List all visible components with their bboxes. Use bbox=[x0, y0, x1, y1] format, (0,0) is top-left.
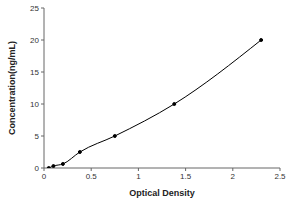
svg-text:25: 25 bbox=[30, 4, 39, 13]
svg-text:Concentration(ng/mL): Concentration(ng/mL) bbox=[8, 41, 17, 135]
svg-text:0: 0 bbox=[42, 172, 47, 181]
svg-text:5: 5 bbox=[35, 132, 40, 141]
svg-text:Optical Density: Optical Density bbox=[129, 188, 195, 198]
svg-text:1: 1 bbox=[136, 172, 141, 181]
svg-text:15: 15 bbox=[30, 68, 39, 77]
svg-text:2: 2 bbox=[231, 172, 236, 181]
svg-text:1.5: 1.5 bbox=[180, 172, 192, 181]
svg-text:10: 10 bbox=[30, 100, 39, 109]
svg-text:2.5: 2.5 bbox=[274, 172, 286, 181]
svg-text:20: 20 bbox=[30, 36, 39, 45]
svg-text:0: 0 bbox=[35, 164, 40, 173]
svg-text:0.5: 0.5 bbox=[86, 172, 98, 181]
